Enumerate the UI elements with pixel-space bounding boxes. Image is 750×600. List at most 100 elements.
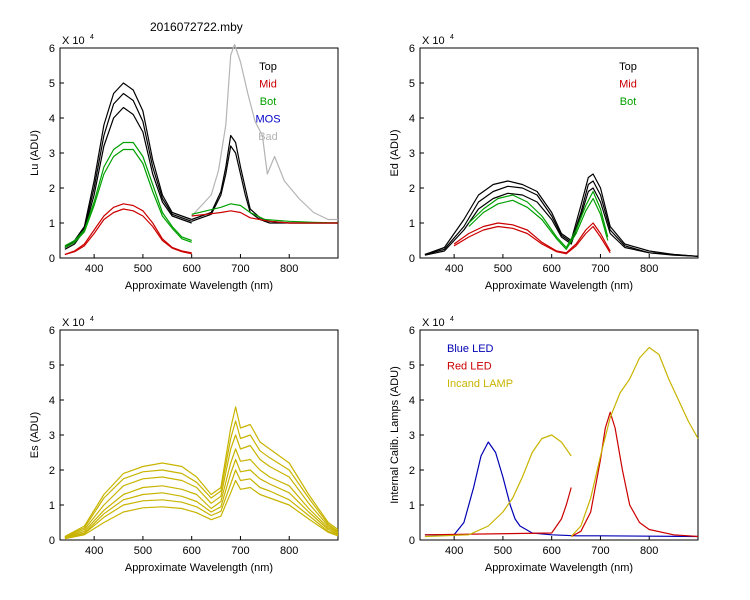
y-tick-label: 2 xyxy=(49,183,55,195)
series-line-top xyxy=(64,92,192,249)
y-tick-label: 2 xyxy=(409,465,415,477)
legend-entry-bad: Bad xyxy=(258,131,278,143)
x-tick-label: 600 xyxy=(183,545,201,557)
x-axis-label: Approximate Wavelength (nm) xyxy=(125,280,273,292)
y-exponent-label: X 10 xyxy=(62,35,85,47)
x-tick-label: 400 xyxy=(85,263,103,275)
series-line-es xyxy=(64,434,339,538)
y-tick-label: 5 xyxy=(409,360,415,372)
y-tick-label: 0 xyxy=(409,535,415,547)
y-tick-label: 4 xyxy=(409,395,415,407)
y-tick-label: 1 xyxy=(49,500,55,512)
plot-frame xyxy=(59,47,339,259)
x-tick-label: 500 xyxy=(134,545,152,557)
x-tick-label: 500 xyxy=(494,263,512,275)
y-tick-label: 2 xyxy=(49,465,55,477)
y-exponent-power: 4 xyxy=(450,34,454,41)
series-line-es xyxy=(64,469,339,539)
legend-entry-blue-led: Blue LED xyxy=(447,343,494,355)
y-axis-label: Lu (ADU) xyxy=(29,130,41,176)
legend-entry-mid: Mid xyxy=(619,79,637,91)
series-line-es xyxy=(64,406,339,538)
y-exponent-label: X 10 xyxy=(62,317,85,329)
y-tick-label: 0 xyxy=(49,253,55,265)
series-line-top xyxy=(424,187,699,257)
x-axis-label: Approximate Wavelength (nm) xyxy=(125,562,273,574)
y-exponent-label: X 10 xyxy=(422,317,445,329)
legend-entry-mid: Mid xyxy=(259,79,277,91)
y-axis-label: Ed (ADU) xyxy=(389,129,401,176)
chart-es: 0 1 2 3 4 5 6 400 500 600 700 800 Approximate Wavele… xyxy=(29,316,339,574)
x-tick-label: 700 xyxy=(591,545,609,557)
legend-entry-incand-lamp: Incand LAMP xyxy=(447,378,513,390)
y-tick-label: 1 xyxy=(409,218,415,230)
legend-entry-bot: Bot xyxy=(620,96,637,108)
plot-frame xyxy=(419,47,699,259)
x-tick-label: 400 xyxy=(85,545,103,557)
x-tick-label: 700 xyxy=(231,545,249,557)
series-line-es xyxy=(64,458,339,539)
y-exponent-power: 4 xyxy=(90,34,94,41)
y-tick-label: 4 xyxy=(49,113,55,125)
series-line-top xyxy=(64,82,192,248)
legend-entry-red-led: Red LED xyxy=(447,361,492,373)
series-line-es xyxy=(64,479,339,540)
legend-entry-bot: Bot xyxy=(260,96,277,108)
x-tick-label: 400 xyxy=(445,545,463,557)
y-tick-label: 1 xyxy=(409,500,415,512)
y-tick-label: 4 xyxy=(49,395,55,407)
y-tick-label: 3 xyxy=(409,148,415,160)
y-tick-label: 5 xyxy=(49,360,55,372)
x-tick-label: 600 xyxy=(543,545,561,557)
y-tick-label: 0 xyxy=(409,253,415,265)
figure-title: 2016072722.mby xyxy=(150,20,243,34)
series-line-mid xyxy=(64,203,192,256)
x-tick-label: 500 xyxy=(494,545,512,557)
x-axis-label: Approximate Wavelength (nm) xyxy=(485,280,633,292)
series-line-incand-lamp xyxy=(570,346,699,537)
series-line-bot xyxy=(64,148,192,249)
y-tick-label: 4 xyxy=(409,113,415,125)
y-axis-label: Internal Calib. Lamps (ADU) xyxy=(389,366,401,504)
series-line-bot xyxy=(191,203,339,224)
x-tick-label: 800 xyxy=(640,263,658,275)
series-line-incand-lamp xyxy=(424,434,572,538)
series-line-mid xyxy=(64,208,192,256)
y-tick-label: 3 xyxy=(409,430,415,442)
y-tick-label: 3 xyxy=(49,148,55,160)
x-axis-label: Approximate Wavelength (nm) xyxy=(485,562,633,574)
y-exponent-label: X 10 xyxy=(422,35,445,47)
x-tick-label: 700 xyxy=(591,263,609,275)
series-line-bot xyxy=(64,141,192,247)
series-line-bot xyxy=(468,197,609,250)
series-line-red-led xyxy=(570,411,699,538)
legend-entry-top: Top xyxy=(259,61,277,73)
series-line-blue-led xyxy=(424,441,699,538)
series-line-bot xyxy=(468,190,609,249)
y-tick-label: 3 xyxy=(49,430,55,442)
series-line-mid xyxy=(453,225,611,255)
y-tick-label: 0 xyxy=(49,535,55,547)
series-line-red-led xyxy=(424,487,572,536)
series-line-mid xyxy=(453,222,611,254)
y-tick-label: 5 xyxy=(409,78,415,90)
y-tick-label: 1 xyxy=(49,218,55,230)
y-exponent-power: 4 xyxy=(450,316,454,323)
chart-lu: 0 1 2 3 4 5 6 400 500 600 700 800 Approximate Wavele… xyxy=(29,34,339,292)
chart-lamps: 0 1 2 3 4 5 6 400 500 600 700 800 Approximate Wavele… xyxy=(389,316,699,574)
x-tick-label: 700 xyxy=(231,263,249,275)
y-tick-label: 6 xyxy=(49,43,55,55)
x-tick-label: 500 xyxy=(134,263,152,275)
legend-entry-mos: MOS xyxy=(255,114,280,126)
x-tick-label: 800 xyxy=(280,263,298,275)
series-line-top xyxy=(424,180,699,257)
series-line-es xyxy=(64,448,339,539)
legend-entry-top: Top xyxy=(619,61,637,73)
chart-ed: 0 1 2 3 4 5 6 400 500 600 700 800 Approximate Wavele… xyxy=(389,34,699,292)
y-axis-label: Es (ADU) xyxy=(29,412,41,458)
series-line-mid xyxy=(191,210,338,224)
y-tick-label: 6 xyxy=(409,43,415,55)
x-tick-label: 800 xyxy=(280,545,298,557)
x-tick-label: 600 xyxy=(183,263,201,275)
